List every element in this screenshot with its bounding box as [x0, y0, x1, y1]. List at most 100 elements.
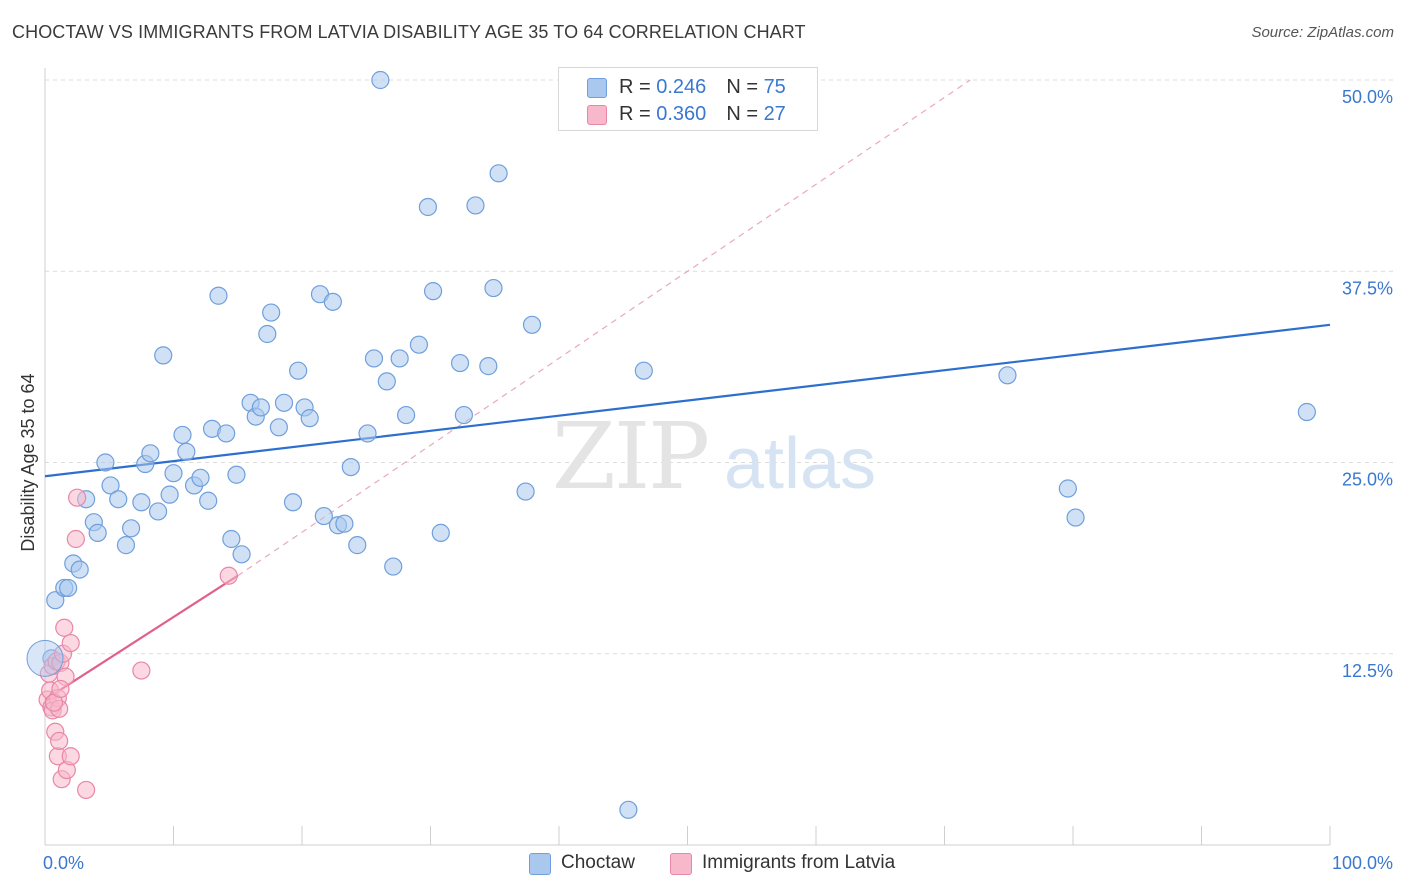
latvia-point	[61, 747, 80, 766]
choctaw-point	[160, 485, 179, 504]
choctaw-point	[177, 442, 196, 461]
choctaw-point	[341, 457, 360, 477]
choctaw-point	[384, 557, 403, 576]
choctaw-point	[232, 545, 251, 564]
choctaw-point	[314, 506, 333, 526]
choctaw-point	[300, 409, 319, 428]
choctaw-point	[634, 361, 653, 380]
choctaw-point	[222, 529, 241, 549]
choctaw-point	[418, 197, 438, 217]
choctaw-point	[269, 418, 288, 437]
latvia-trend-extension	[237, 79, 971, 577]
choctaw-point	[173, 425, 192, 445]
choctaw-point	[258, 324, 277, 344]
y-tick-label: 25.0%	[1342, 470, 1393, 490]
choctaw-point	[227, 465, 246, 484]
n-label: N =	[726, 76, 764, 98]
r-value: 0.246	[656, 76, 707, 98]
choctaw-trend-line	[44, 323, 1331, 478]
latvia-swatch	[587, 105, 607, 125]
choctaw-point	[116, 536, 136, 555]
choctaw-point	[289, 361, 308, 380]
choctaw-point	[619, 800, 638, 819]
choctaw-point	[1297, 402, 1316, 422]
choctaw-swatch	[587, 78, 607, 98]
x-tick-label-min: 0.0%	[43, 853, 84, 873]
data-points	[26, 70, 1316, 819]
x-tick-label-max: 100.0%	[1332, 853, 1393, 873]
choctaw-point	[209, 286, 228, 305]
latvia-trend-line	[44, 574, 239, 701]
watermark-atlas: atlas	[724, 424, 876, 504]
choctaw-point	[154, 346, 173, 365]
latvia-point	[61, 633, 80, 653]
choctaw-point	[466, 196, 485, 215]
choctaw-point	[1058, 479, 1077, 498]
choctaw-point	[450, 353, 470, 373]
choctaw-point	[516, 482, 535, 501]
legend-text-choctaw: R = 0.246 N = 75	[619, 76, 786, 99]
choctaw-point	[274, 393, 294, 412]
watermark: ZIP atlas	[552, 403, 876, 510]
legend-label-choctaw: Choctaw	[561, 852, 635, 873]
choctaw-point	[70, 560, 89, 579]
choctaw-point	[88, 523, 107, 542]
choctaw-point	[217, 424, 236, 443]
latvia-point	[51, 679, 70, 699]
choctaw-point	[390, 349, 409, 368]
choctaw-point	[409, 335, 429, 354]
choctaw-point	[59, 578, 78, 598]
choctaw-point	[148, 502, 168, 521]
trend-lines	[44, 79, 1331, 701]
choctaw-point	[101, 476, 120, 495]
choctaw-point	[454, 405, 474, 425]
y-axis-label: Disability Age 35 to 64	[18, 373, 38, 551]
choctaw-point-cluster	[26, 639, 64, 677]
axis-labels: 12.5% 25.0% 37.5% 50.0% 0.0% 100.0% Disability…	[18, 87, 1393, 873]
choctaw-point	[998, 366, 1017, 385]
correlation-legend: R = 0.246 N = 75 R = 0.360 N = 27	[558, 67, 818, 131]
r-label: R =	[619, 103, 657, 125]
choctaw-point	[377, 372, 396, 391]
n-value: 75	[763, 76, 786, 98]
choctaw-point	[199, 491, 218, 510]
axes	[44, 68, 1331, 846]
choctaw-point	[358, 424, 377, 443]
choctaw-point	[484, 278, 503, 298]
n-label: N =	[726, 103, 764, 125]
choctaw-point	[251, 398, 270, 417]
y-tick-label: 37.5%	[1342, 278, 1393, 298]
choctaw-point	[164, 464, 183, 483]
source-label: Source: ZipAtlas.com	[1251, 24, 1394, 41]
choctaw-point	[132, 493, 151, 512]
choctaw-point	[423, 282, 443, 301]
n-value: 27	[763, 103, 786, 125]
r-value: 0.360	[656, 103, 707, 125]
choctaw-point	[141, 444, 160, 463]
choctaw-point	[191, 468, 210, 487]
choctaw-point	[364, 349, 384, 368]
choctaw-point	[96, 453, 115, 472]
choctaw-point	[46, 591, 65, 610]
chart-title: CHOCTAW VS IMMIGRANTS FROM LATVIA DISABI…	[12, 22, 806, 42]
grid-lines	[45, 79, 1395, 655]
legend-text-latvia: R = 0.360 N = 27	[619, 103, 786, 126]
choctaw-point	[323, 292, 342, 311]
y-tick-label: 50.0%	[1342, 87, 1393, 107]
latvia-swatch	[670, 853, 692, 875]
choctaw-point	[1066, 508, 1085, 527]
latvia-point	[77, 780, 96, 800]
choctaw-swatch	[529, 853, 551, 875]
choctaw-point	[109, 490, 128, 509]
choctaw-point	[489, 164, 508, 183]
choctaw-point	[522, 315, 542, 334]
latvia-point	[68, 488, 87, 507]
latvia-point	[50, 731, 69, 751]
y-tick-label: 12.5%	[1342, 661, 1393, 681]
choctaw-point	[262, 303, 281, 322]
choctaw-point	[283, 493, 303, 512]
choctaw-point	[396, 405, 416, 425]
choctaw-point	[371, 70, 390, 90]
latvia-point	[132, 661, 151, 680]
